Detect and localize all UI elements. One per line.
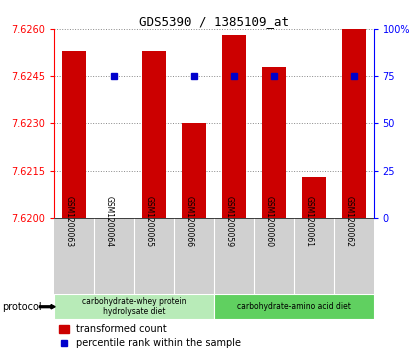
Bar xyxy=(142,51,166,218)
Bar xyxy=(54,294,214,319)
Bar xyxy=(62,51,86,218)
Legend: transformed count, percentile rank within the sample: transformed count, percentile rank withi… xyxy=(59,324,241,348)
Text: GSM1200064: GSM1200064 xyxy=(105,196,114,247)
Text: GSM1200059: GSM1200059 xyxy=(225,196,234,247)
Bar xyxy=(302,177,326,218)
Text: GSM1200066: GSM1200066 xyxy=(185,196,194,247)
Text: GSM1200061: GSM1200061 xyxy=(305,196,314,247)
Text: GSM1200062: GSM1200062 xyxy=(344,196,354,247)
Title: GDS5390 / 1385109_at: GDS5390 / 1385109_at xyxy=(139,15,289,28)
Bar xyxy=(222,35,246,218)
Bar xyxy=(182,123,206,218)
Text: GSM1200063: GSM1200063 xyxy=(65,196,74,247)
Bar xyxy=(342,29,366,218)
Bar xyxy=(214,294,374,319)
Text: GSM1200060: GSM1200060 xyxy=(265,196,273,247)
Text: carbohydrate-amino acid diet: carbohydrate-amino acid diet xyxy=(237,302,351,311)
Text: protocol: protocol xyxy=(2,302,42,312)
Text: carbohydrate-whey protein
hydrolysate diet: carbohydrate-whey protein hydrolysate di… xyxy=(82,297,186,317)
Bar xyxy=(262,67,286,218)
Text: GSM1200065: GSM1200065 xyxy=(145,196,154,247)
